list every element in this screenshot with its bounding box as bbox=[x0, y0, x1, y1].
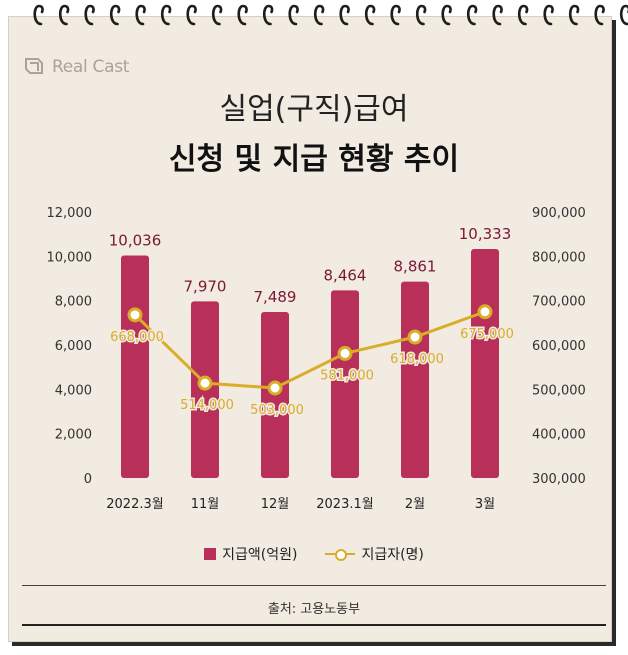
y-right-tick-label: 600,000 bbox=[532, 339, 586, 354]
y-left-tick-label: 6,000 bbox=[55, 339, 92, 354]
bar-value-label: 8,464 bbox=[324, 266, 367, 284]
legend-line-swatch bbox=[325, 548, 356, 561]
binding-ring bbox=[211, 4, 223, 26]
binding-ring bbox=[543, 4, 554, 26]
line-value-label: 618,000 bbox=[390, 352, 444, 367]
bar-amount bbox=[471, 248, 499, 478]
binding-ring bbox=[84, 4, 95, 26]
brand-logo: Real Cast bbox=[22, 56, 129, 78]
binding-ring bbox=[364, 4, 376, 26]
binding-ring bbox=[313, 4, 325, 26]
bar-value-label: 7,489 bbox=[254, 288, 297, 306]
x-tick-label: 2023.1월 bbox=[316, 497, 373, 512]
chart-title-line2: 신청 및 지급 현황 추이 bbox=[168, 142, 460, 177]
line-point bbox=[267, 380, 283, 396]
x-tick-label: 3월 bbox=[475, 497, 495, 512]
spiral-binding bbox=[33, 4, 628, 26]
binding-ring bbox=[390, 4, 401, 26]
y-right-tick-label: 800,000 bbox=[532, 250, 586, 265]
y-left-tick-label: 8,000 bbox=[55, 295, 92, 310]
binding-ring bbox=[568, 4, 580, 26]
bar-amount bbox=[401, 281, 429, 478]
y-left-tick-label: 10,000 bbox=[47, 250, 93, 265]
binding-ring bbox=[339, 4, 350, 26]
legend-bar-label: 지급액(억원) bbox=[222, 547, 298, 563]
bar-value-label: 8,861 bbox=[394, 258, 437, 276]
binding-ring bbox=[594, 4, 605, 26]
binding-ring bbox=[441, 4, 452, 26]
y-left-tick-label: 12,000 bbox=[47, 206, 93, 221]
infographic-card bbox=[8, 16, 612, 642]
binding-ring bbox=[237, 4, 248, 26]
y-left-tick-label: 4,000 bbox=[55, 383, 92, 398]
y-right-tick-label: 500,000 bbox=[532, 383, 586, 398]
line-value-label: 675,000 bbox=[460, 327, 514, 342]
realcast-logo-icon bbox=[25, 58, 43, 74]
binding-ring bbox=[492, 4, 503, 26]
line-point bbox=[127, 307, 143, 323]
bar-value-label: 10,036 bbox=[109, 232, 162, 250]
line-value-label: 581,000 bbox=[320, 368, 374, 383]
line-point bbox=[407, 329, 423, 345]
line-point bbox=[477, 304, 493, 320]
line-value-label: 503,000 bbox=[250, 403, 304, 418]
binding-ring bbox=[619, 4, 628, 26]
bar-value-label: 10,333 bbox=[459, 225, 512, 243]
x-tick-label: 2월 bbox=[405, 497, 425, 512]
divider-top bbox=[22, 585, 606, 586]
binding-ring bbox=[415, 4, 427, 26]
line-value-label: 514,000 bbox=[180, 398, 234, 413]
x-tick-label: 2022.3월 bbox=[106, 497, 163, 512]
binding-ring bbox=[160, 4, 172, 26]
bar-value-label: 7,970 bbox=[184, 277, 227, 295]
binding-ring bbox=[262, 4, 274, 26]
binding-ring bbox=[135, 4, 146, 26]
chart-title-line1: 실업(구직)급여 bbox=[219, 92, 409, 127]
legend-line-label: 지급자(명) bbox=[361, 547, 424, 563]
y-left-tick-label: 2,000 bbox=[55, 428, 92, 443]
y-right-tick-label: 700,000 bbox=[532, 295, 586, 310]
y-right-tick-label: 400,000 bbox=[532, 428, 586, 443]
binding-ring bbox=[517, 4, 529, 26]
x-tick-label: 12월 bbox=[261, 497, 290, 512]
binding-ring bbox=[186, 4, 197, 26]
line-recipients bbox=[133, 310, 486, 390]
legend-item-amount: 지급액(억원) bbox=[204, 544, 297, 564]
bar-amount bbox=[121, 255, 149, 478]
line-value-label: 668,000 bbox=[110, 330, 164, 345]
source-note: 출처: 고용노동부 bbox=[267, 602, 361, 617]
x-tick-label: 11월 bbox=[191, 497, 220, 512]
brand-name: Real Cast bbox=[52, 57, 130, 77]
binding-ring bbox=[33, 4, 44, 26]
chart-legend: 지급액(억원) 지급자(명) bbox=[0, 544, 628, 564]
binding-ring bbox=[288, 4, 299, 26]
bar-amount bbox=[331, 290, 359, 478]
binding-ring bbox=[58, 4, 70, 26]
y-left-tick-label: 0 bbox=[84, 472, 92, 487]
line-point bbox=[197, 375, 213, 391]
legend-item-recipients: 지급자(명) bbox=[325, 544, 424, 564]
y-right-tick-label: 900,000 bbox=[532, 206, 586, 221]
divider-bottom bbox=[22, 624, 606, 626]
line-point bbox=[337, 345, 353, 361]
binding-ring bbox=[466, 4, 478, 26]
legend-bar-swatch bbox=[204, 548, 217, 560]
binding-ring bbox=[109, 4, 121, 26]
y-right-tick-label: 300,000 bbox=[532, 472, 586, 487]
